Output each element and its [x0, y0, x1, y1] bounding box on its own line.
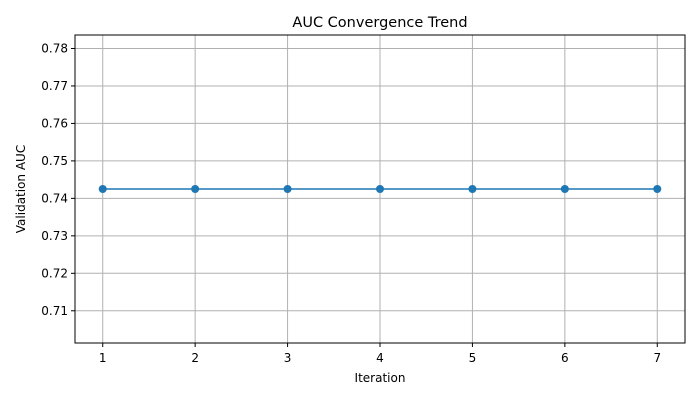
chart-title: AUC Convergence Trend [292, 15, 467, 31]
x-tick-label: 7 [653, 351, 661, 365]
x-tick-label: 4 [376, 351, 384, 365]
y-tick-label: 0.76 [41, 116, 68, 130]
data-point [653, 185, 662, 193]
data-point [98, 185, 107, 193]
x-tick-label: 2 [191, 351, 199, 365]
x-tick-label: 6 [561, 351, 569, 365]
data-point [468, 185, 477, 193]
y-tick-label: 0.73 [41, 229, 68, 243]
y-tick-label: 0.75 [41, 154, 68, 168]
y-axis-title: Validation AUC [14, 145, 28, 233]
y-tick-label: 0.72 [41, 266, 68, 280]
data-point [283, 185, 292, 193]
data-point [191, 185, 200, 193]
y-tick-label: 0.71 [41, 304, 68, 318]
x-axis-title: Iteration [355, 371, 406, 385]
y-tick-label: 0.74 [41, 191, 68, 205]
y-tick-label: 0.77 [41, 79, 68, 93]
x-axis-ticks: 1 2 3 4 5 6 7 [99, 343, 661, 365]
y-axis-ticks: 0.71 0.72 0.73 0.74 0.75 0.76 0.77 0.78 [41, 41, 75, 318]
data-point [560, 185, 569, 193]
series-layer [98, 185, 662, 193]
x-tick-label: 5 [469, 351, 477, 365]
x-tick-label: 3 [284, 351, 292, 365]
y-tick-label: 0.78 [41, 41, 68, 55]
x-tick-label: 1 [99, 351, 107, 365]
data-point [376, 185, 384, 193]
